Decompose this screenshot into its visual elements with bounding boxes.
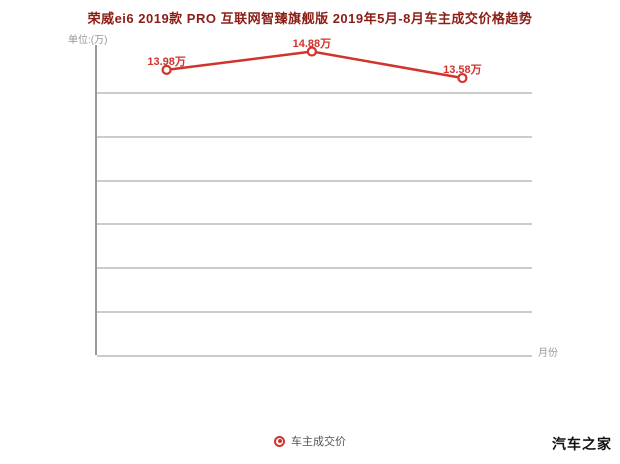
trend-line-chart: [161, 46, 468, 84]
gridline: [97, 354, 532, 357]
gridline: [97, 179, 532, 182]
legend-label: 车主成交价: [291, 436, 346, 448]
gridline: [97, 135, 532, 138]
plot-area: 13.98万 14.88万 13.58万: [95, 38, 532, 357]
point-label: 13.98万: [147, 55, 186, 68]
chart-title: 荣威ei6 2019款 PRO 互联网智臻旗舰版 2019年5月-8月车主成交价…: [87, 11, 533, 26]
autohome-logo: 汽车之家: [552, 436, 612, 452]
gridline: [97, 311, 532, 314]
x-axis-label: 月份: [538, 348, 558, 359]
gridline: [97, 92, 532, 94]
gridline: [97, 223, 532, 226]
legend: 车主成交价: [0, 433, 620, 449]
point-label: 14.88万: [292, 37, 332, 50]
legend-circle-marker-icon: [274, 435, 285, 447]
y-axis-unit-label: 单位:(万): [68, 35, 108, 46]
point-label: 13.58万: [443, 64, 482, 77]
gridline: [97, 267, 532, 270]
